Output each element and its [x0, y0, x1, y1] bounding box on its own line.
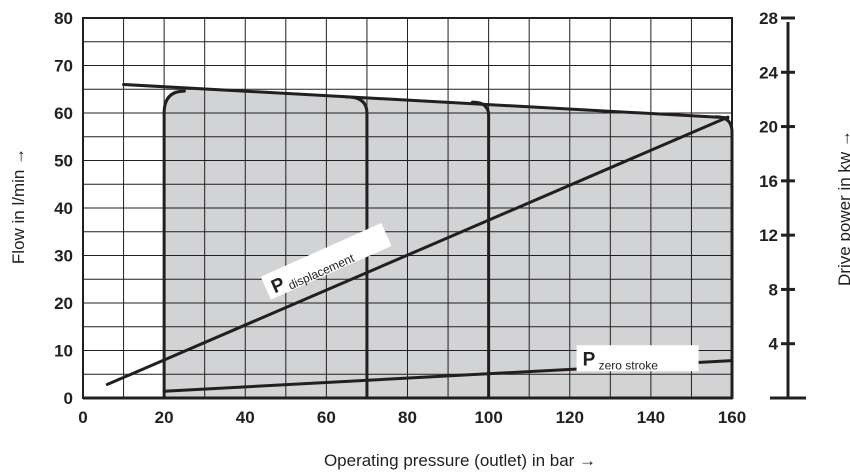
annotation-p-displacement-bg [260, 223, 392, 300]
y2-tick-label: 16 [759, 172, 778, 191]
y-tick-label: 30 [54, 247, 73, 266]
x-tick-label: 0 [78, 408, 87, 427]
y-tick-label: 80 [54, 9, 73, 28]
series-p-displacement [105, 115, 730, 386]
y-tick-label: 20 [54, 294, 73, 313]
x-tick-label: 140 [637, 408, 665, 427]
y-tick-label: 0 [64, 389, 73, 408]
axes [82, 16, 806, 400]
x-tick-label: 160 [718, 408, 746, 427]
y2-tick-label: 28 [759, 9, 778, 28]
series-cutoff-70bar [345, 95, 369, 400]
annotation-p-zero-stroke-sub: zero stroke [599, 358, 659, 372]
x-tick-label: 40 [236, 408, 255, 427]
series-cutoff-20bar [162, 89, 186, 400]
y-tick-label: 70 [54, 57, 73, 76]
annotation-p-zero-stroke-bg [576, 345, 699, 372]
series-max-flow-line [122, 83, 730, 120]
x-tick-label: 60 [317, 408, 336, 427]
x-axis-label: Operating pressure (outlet) in bar → [324, 451, 596, 470]
series-lines [105, 83, 734, 400]
y-axis-label: Flow in l/min → [9, 148, 28, 264]
series-cutoff-100bar [470, 100, 491, 400]
y2-tick-label: 4 [769, 335, 779, 354]
y2-tick-label: 12 [759, 226, 778, 245]
y2-tick-label: 8 [769, 280, 778, 299]
y-tick-label: 10 [54, 342, 73, 361]
tick-labels: 0 20 40 60 80 100 120 140 160 0 10 20 30 40 50 60 70 80 4 8… [54, 9, 778, 427]
y2-tick-label: 20 [759, 118, 778, 137]
y-tick-label: 40 [54, 199, 73, 218]
y2-tick-label: 24 [759, 63, 778, 82]
x-tick-label: 120 [556, 408, 584, 427]
x-tick-label: 100 [474, 408, 502, 427]
annotation-p-zero-stroke-main: P [583, 349, 596, 370]
y-tick-label: 60 [54, 104, 73, 123]
y2-axis-label: Drive power in kw → [835, 130, 850, 286]
y-tick-label: 50 [54, 152, 73, 171]
x-tick-label: 20 [155, 408, 174, 427]
x-tick-label: 80 [398, 408, 417, 427]
